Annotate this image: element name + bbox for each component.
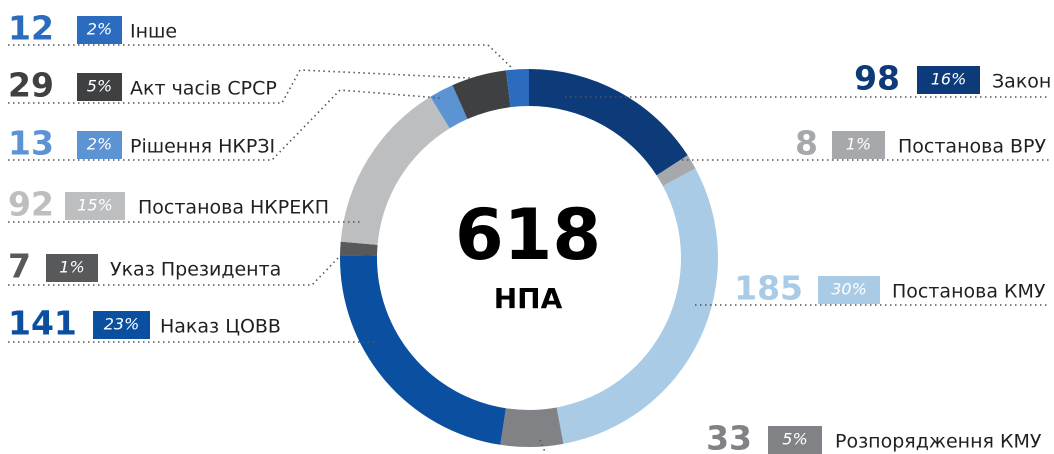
share-box — [768, 426, 822, 454]
category-label: Постанова НКРЕКП — [138, 197, 329, 219]
category-label: Розпорядження КМУ — [835, 431, 1042, 453]
share-label: 15% — [77, 196, 113, 215]
donut-segment — [505, 69, 529, 108]
value-label: 92 — [8, 185, 54, 224]
value-label: 33 — [706, 419, 752, 454]
donut-segment — [529, 69, 688, 176]
share-label: 1% — [846, 135, 871, 154]
share-box — [818, 276, 880, 304]
donut-segment — [452, 70, 511, 120]
value-label: 8 — [795, 124, 818, 163]
category-label: Закон — [992, 71, 1051, 93]
value-label: 98 — [854, 59, 900, 98]
leader-line — [8, 255, 341, 286]
value-label: 13 — [8, 124, 54, 163]
share-box — [77, 131, 122, 159]
category-label: Постанова КМУ — [892, 281, 1046, 303]
share-label: 2% — [87, 20, 112, 39]
share-label: 30% — [831, 280, 867, 299]
category-label: Наказ ЦОВВ — [160, 316, 281, 338]
value-label: 185 — [734, 269, 803, 308]
share-label: 5% — [87, 77, 112, 96]
share-box — [77, 16, 122, 44]
share-box — [46, 254, 98, 282]
leader-line — [8, 44, 513, 69]
leader-line — [539, 439, 546, 453]
category-label: Постанова ВРУ — [898, 136, 1046, 158]
category-label: Акт часів СРСР — [130, 78, 277, 100]
donut-segment — [500, 407, 564, 447]
share-label: 2% — [87, 135, 112, 154]
share-box — [832, 131, 885, 159]
share-box — [77, 73, 122, 101]
share-label: 23% — [104, 315, 140, 334]
share-label: 16% — [931, 70, 967, 89]
donut-segment — [340, 241, 378, 256]
donut-segment — [340, 96, 450, 245]
category-label: Інше — [130, 21, 177, 43]
donut-segment — [656, 155, 696, 187]
share-label: 5% — [782, 430, 807, 449]
donut-segment — [339, 255, 506, 445]
share-box — [917, 66, 980, 94]
donut-segment — [430, 85, 468, 129]
center-label: НПА — [494, 282, 563, 315]
category-label: Указ Президента — [110, 259, 281, 281]
share-box — [65, 192, 125, 220]
category-label: Рішення НКРЗІ — [130, 136, 275, 158]
share-box — [93, 311, 150, 339]
value-label: 141 — [8, 304, 77, 343]
value-label: 7 — [8, 247, 31, 286]
share-label: 1% — [59, 258, 84, 277]
value-label: 12 — [8, 9, 54, 48]
value-label: 29 — [8, 66, 54, 105]
donut-segment — [556, 168, 718, 444]
center-value: 618 — [455, 194, 601, 276]
